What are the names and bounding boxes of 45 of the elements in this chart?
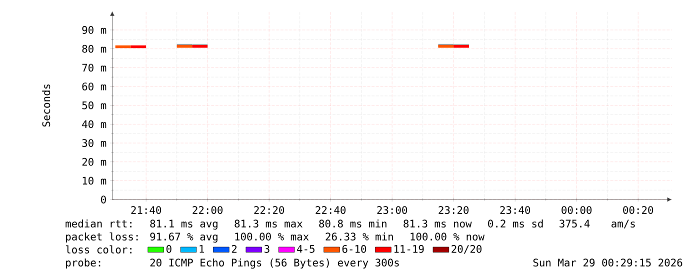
y-axis-title: Seconds: [42, 84, 50, 127]
x-tick-label: 22:00: [192, 206, 223, 214]
text: Sun Mar 29 00:29:15 2026: [533, 258, 682, 267]
text: 91.67 % avg: [150, 232, 218, 243]
y-tick-label: 70 m: [82, 64, 106, 72]
text: 375.4: [560, 220, 590, 228]
y-tick-label: 30 m: [82, 139, 106, 148]
legend-label: 6-10: [342, 245, 366, 254]
x-tick-label: 00:00: [562, 206, 592, 214]
x-tick-label: 23:40: [500, 206, 530, 214]
legend-title: loss color:: [66, 246, 132, 254]
text: median rtt:: [66, 220, 132, 228]
legend-label: 4-5: [297, 245, 314, 253]
y-tick-label: 90 m: [82, 26, 106, 34]
x-tick-label: 21:40: [131, 206, 162, 214]
legend-label: 0: [166, 245, 172, 254]
text: 100.00 % now: [410, 232, 485, 241]
text: probe:: [66, 258, 100, 269]
x-tick-label: 23:00: [377, 206, 408, 214]
y-tick-label: 80 m: [82, 45, 106, 53]
x-tick-label: 22:20: [254, 206, 284, 214]
y-tick-label: 40 m: [82, 120, 106, 128]
legend-label: 1: [200, 245, 204, 253]
legend-label: 2: [232, 245, 237, 253]
text: am/s: [612, 220, 635, 229]
text: 0.2 ms sd: [488, 220, 543, 228]
text: 80.8 ms min: [319, 220, 386, 228]
text: 81.1 ms avg: [150, 220, 218, 230]
y-tick-label: 50 m: [82, 102, 106, 110]
y-tick-label: 0: [101, 196, 106, 204]
text: 81.3 ms now: [404, 220, 472, 228]
legend-label: 3: [264, 245, 270, 254]
legend-label: 20/20: [452, 245, 482, 254]
x-tick-label: 22:40: [316, 206, 346, 214]
text: 81.3 ms max: [234, 220, 302, 228]
x-tick-label: 00:20: [623, 206, 654, 214]
y-tick-label: 60 m: [82, 82, 106, 91]
text: 100.00 % max: [235, 232, 309, 241]
x-tick-label: 23:20: [438, 206, 469, 214]
text: 26.33 % min: [326, 232, 393, 241]
text: packet loss:: [66, 232, 138, 243]
legend-label: 11-19: [394, 245, 424, 254]
text: 20 ICMP Echo Pings (56 Bytes) every 300s: [150, 258, 399, 269]
y-tick-label: 20 m: [82, 158, 106, 166]
y-tick-label: 10 m: [82, 176, 106, 185]
